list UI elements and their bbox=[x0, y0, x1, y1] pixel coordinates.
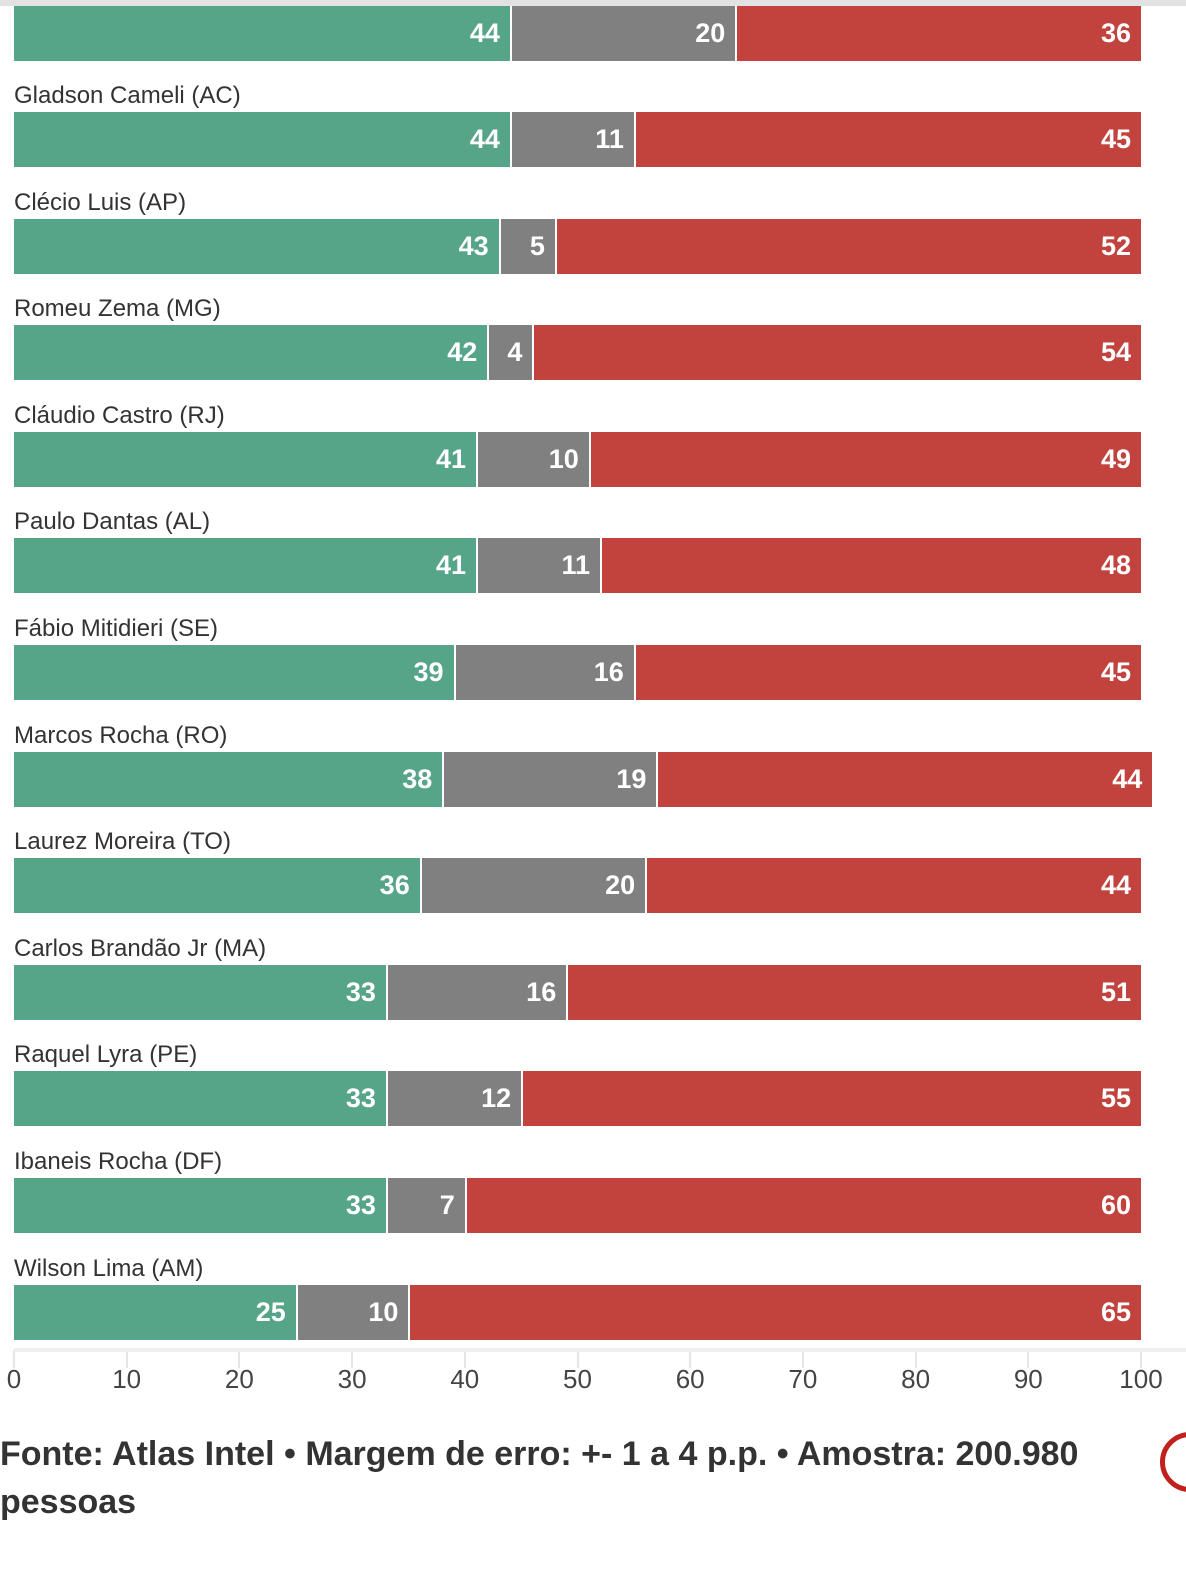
x-tick bbox=[13, 1350, 15, 1368]
row-label: Clécio Luis (AP) bbox=[14, 188, 187, 216]
logo-icon bbox=[1160, 1432, 1186, 1492]
x-tick bbox=[463, 1350, 466, 1368]
bar-segment-approve: 33 bbox=[14, 1178, 386, 1233]
row-label: Ibaneis Rocha (DF) bbox=[14, 1148, 223, 1175]
x-tick bbox=[576, 1350, 579, 1368]
bar-segment-disapprove: 51 bbox=[568, 964, 1141, 1020]
bar-segment-approve: 44 bbox=[14, 6, 510, 61]
bar-segment-approve: 44 bbox=[14, 112, 510, 167]
row-label: Gladson Cameli (AC) bbox=[14, 82, 241, 109]
x-tick-label: 80 bbox=[901, 1364, 931, 1394]
bar-segment-approve: 33 bbox=[14, 1071, 386, 1127]
bar-segment-neutral: 11 bbox=[511, 112, 634, 167]
x-tick-label: 30 bbox=[337, 1364, 367, 1394]
bar-segment-disapprove: 36 bbox=[737, 6, 1141, 61]
row-label: Romeu Zema (MG) bbox=[14, 295, 221, 323]
bar-segment-approve: 38 bbox=[14, 751, 443, 807]
bar-segment-disapprove: 52 bbox=[556, 218, 1141, 274]
bar-segment-neutral: 7 bbox=[387, 1178, 465, 1233]
row-label: Fábio Mitidieri (SE) bbox=[14, 615, 219, 642]
bar-segment-disapprove: 55 bbox=[523, 1071, 1141, 1127]
bar-segment-neutral: 11 bbox=[478, 538, 601, 594]
x-tick bbox=[914, 1350, 917, 1368]
x-tick bbox=[238, 1350, 241, 1368]
row-label: Cláudio Castro (RJ) bbox=[14, 401, 225, 429]
bar-segment-approve: 41 bbox=[14, 538, 477, 594]
x-tick bbox=[1140, 1350, 1142, 1368]
row-label: Carlos Brandão Jr (MA) bbox=[14, 934, 267, 962]
bar-segment-approve: 36 bbox=[14, 858, 420, 914]
x-tick-label: 0 bbox=[6, 1364, 22, 1394]
x-axis-line bbox=[14, 1348, 1186, 1352]
bar-segment-disapprove: 44 bbox=[658, 751, 1153, 807]
x-tick-label: 40 bbox=[450, 1364, 480, 1394]
bar-segment-neutral: 19 bbox=[444, 751, 657, 807]
bar-segment-neutral: 5 bbox=[500, 218, 555, 274]
row-label: Paulo Dantas (AL) bbox=[14, 508, 211, 536]
source-note: Fonte: Atlas Intel • Margem de erro: +- … bbox=[0, 1435, 1079, 1521]
x-tick-label: 50 bbox=[563, 1364, 592, 1394]
bar-segment-disapprove: 45 bbox=[635, 112, 1141, 167]
bar-segment-neutral: 20 bbox=[511, 6, 736, 61]
bar-segment-approve: 42 bbox=[14, 325, 488, 381]
x-tick bbox=[1027, 1350, 1030, 1368]
x-tick-label: 100 bbox=[1119, 1364, 1163, 1394]
bar-segment-approve: 25 bbox=[14, 1284, 296, 1340]
x-tick-label: 20 bbox=[224, 1364, 254, 1394]
x-tick bbox=[125, 1350, 128, 1368]
x-tick bbox=[351, 1350, 354, 1368]
bar-segment-disapprove: 48 bbox=[602, 538, 1141, 594]
bar-segment-neutral: 20 bbox=[421, 858, 646, 914]
bar-segment-disapprove: 44 bbox=[647, 858, 1141, 914]
bar-segment-disapprove: 54 bbox=[534, 325, 1141, 381]
bar-segment-neutral: 4 bbox=[489, 325, 533, 381]
row-label: Wilson Lima (AM) bbox=[14, 1254, 204, 1282]
x-tick-label: 70 bbox=[788, 1364, 818, 1394]
bar-segment-neutral: 12 bbox=[387, 1071, 522, 1127]
bar-segment-disapprove: 60 bbox=[466, 1178, 1141, 1233]
bar-segment-approve: 33 bbox=[14, 964, 386, 1020]
bar-segment-approve: 41 bbox=[14, 431, 477, 487]
bar-segment-approve: 43 bbox=[14, 218, 499, 274]
x-tick bbox=[801, 1350, 804, 1368]
x-tick-label: 90 bbox=[1013, 1364, 1043, 1394]
row-label: Laurez Moreira (TO) bbox=[14, 828, 231, 856]
row-label: Marcos Rocha (RO) bbox=[14, 721, 228, 749]
row-label: Raquel Lyra (PE) bbox=[14, 1041, 198, 1069]
bar-segment-neutral: 10 bbox=[297, 1284, 409, 1340]
bar-segment-disapprove: 49 bbox=[590, 431, 1141, 487]
bar-segment-neutral: 10 bbox=[478, 431, 589, 487]
bar-segment-disapprove: 65 bbox=[410, 1284, 1141, 1340]
bar-segment-neutral: 16 bbox=[387, 964, 567, 1020]
x-tick bbox=[689, 1350, 692, 1368]
x-tick-label: 60 bbox=[675, 1364, 705, 1394]
top-divider bbox=[0, 0, 1186, 6]
bar-segment-neutral: 16 bbox=[455, 645, 634, 700]
bar-segment-approve: 39 bbox=[14, 645, 454, 700]
bar-segment-disapprove: 45 bbox=[635, 645, 1141, 700]
x-tick-label: 10 bbox=[112, 1364, 142, 1394]
